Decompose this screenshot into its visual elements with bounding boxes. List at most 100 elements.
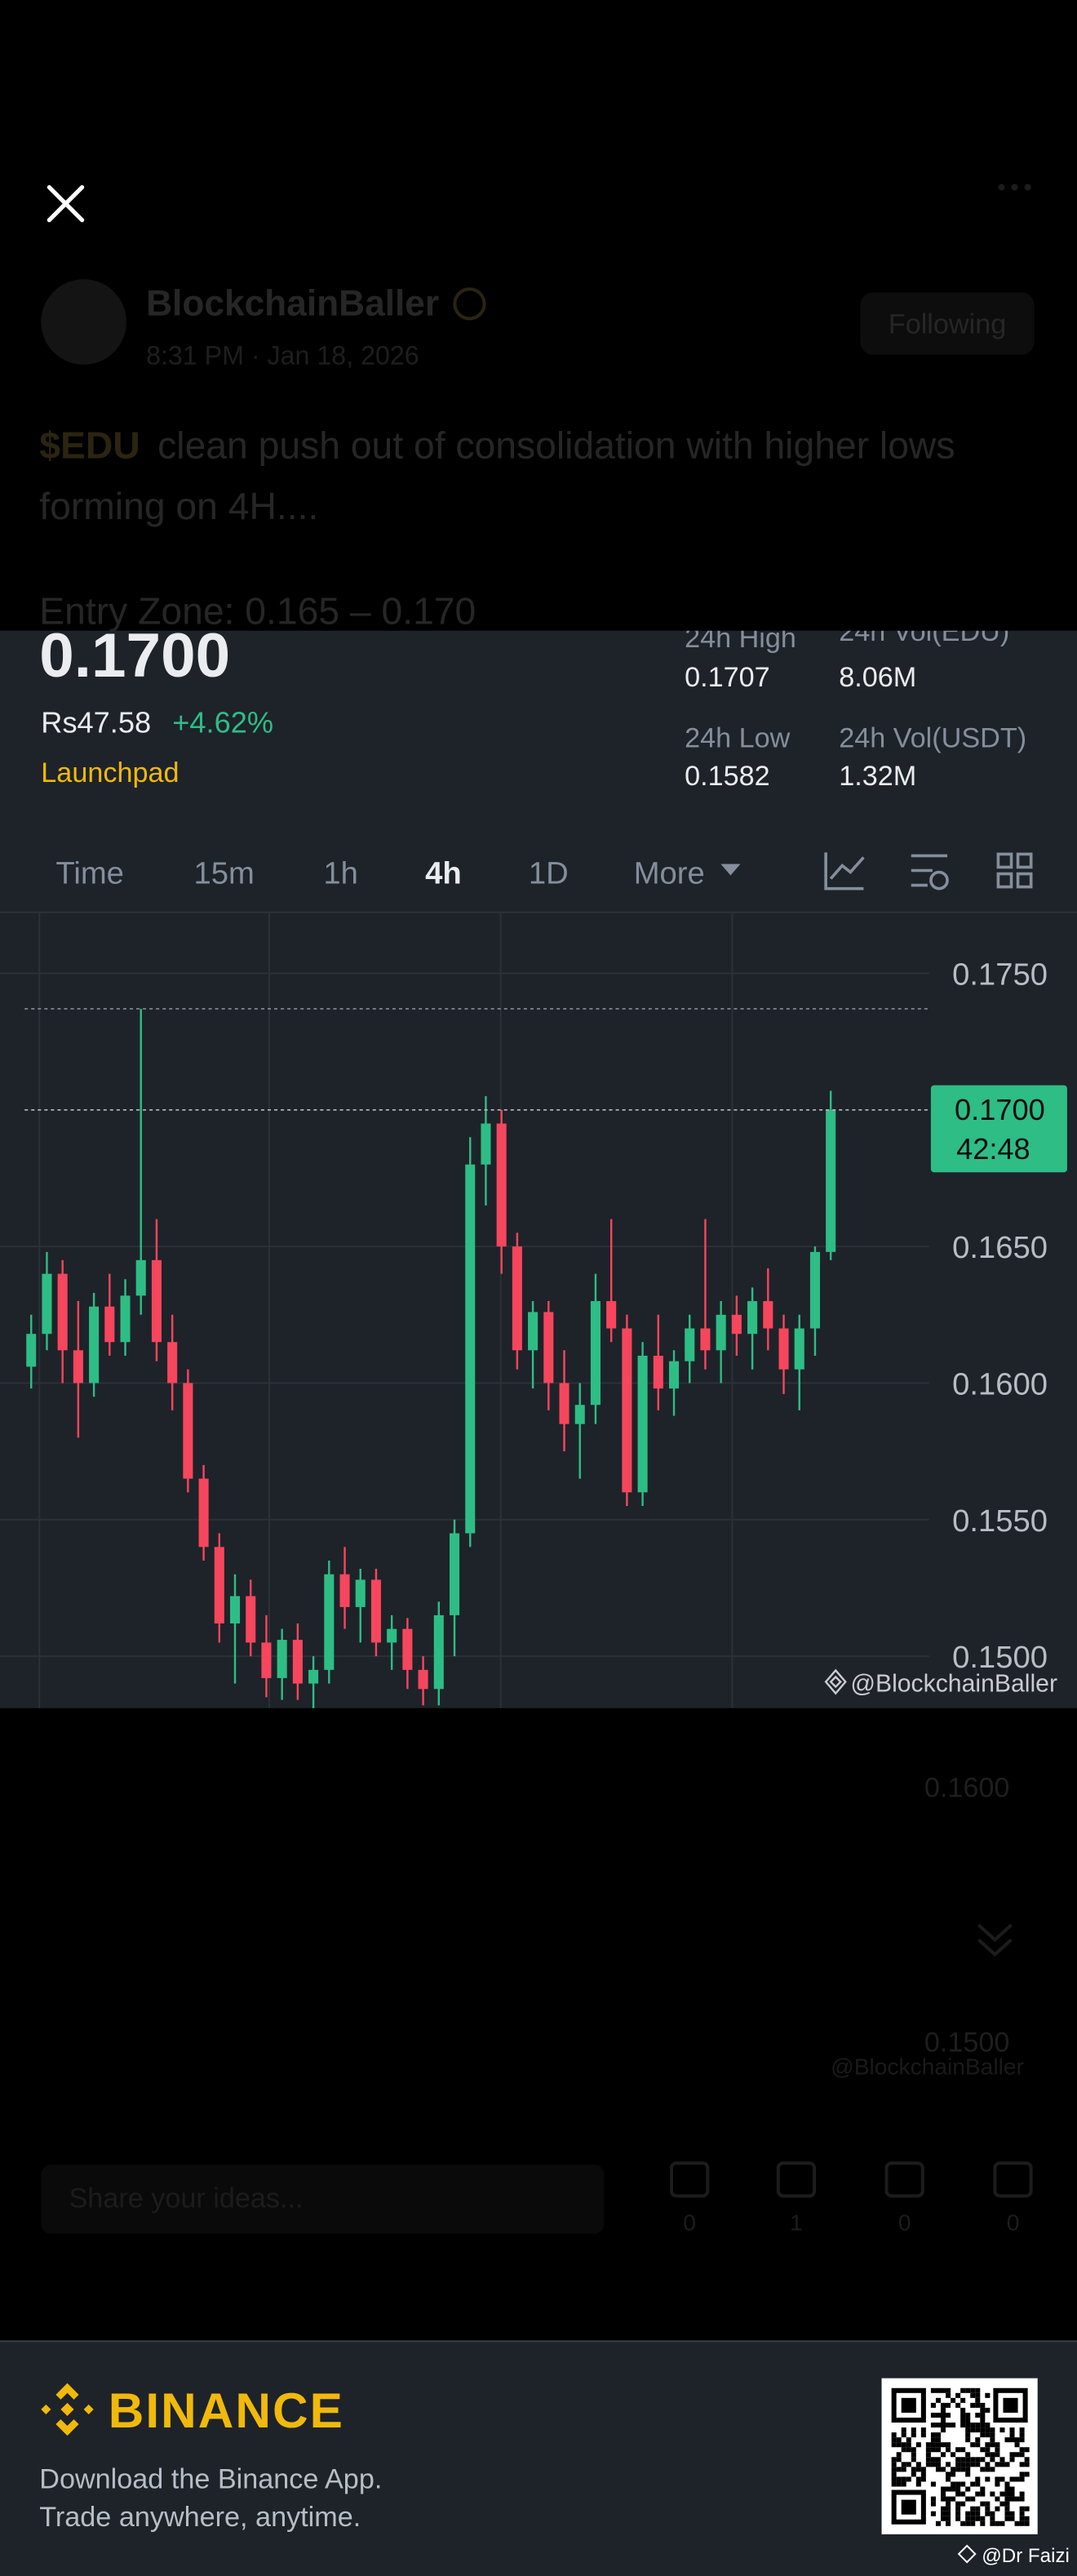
qr-module: [935, 2437, 941, 2443]
candle-body: [543, 1312, 554, 1383]
qr-module: [896, 2481, 902, 2487]
qr-module: [980, 2412, 986, 2418]
qr-module: [901, 2432, 906, 2438]
qr-module: [1019, 2516, 1025, 2521]
qr-module: [1024, 2457, 1030, 2463]
candle-body: [826, 1109, 836, 1252]
qr-module: [946, 2520, 951, 2526]
y-tick-label: 0.1750: [952, 957, 1048, 993]
qr-module: [946, 2516, 951, 2521]
qr-module: [985, 2407, 991, 2413]
qr-module: [995, 2447, 1000, 2453]
qr-module: [930, 2423, 936, 2428]
qr-module: [935, 2520, 941, 2526]
qr-module: [1009, 2491, 1015, 2497]
qr-module: [930, 2437, 936, 2443]
tab[interactable]: Time: [55, 856, 124, 891]
tab[interactable]: More: [634, 856, 705, 891]
qr-module: [891, 2432, 897, 2438]
qr-module: [930, 2511, 936, 2516]
qr-module: [901, 2467, 906, 2472]
bg-watermark: @BlockchainBaller: [831, 2053, 1024, 2079]
qr-module: [951, 2481, 956, 2487]
share-box[interactable]: [41, 2165, 605, 2234]
qr-module: [985, 2506, 991, 2512]
qr-module: [975, 2412, 981, 2418]
qr-module: [960, 2481, 966, 2487]
follow-label[interactable]: Following: [889, 309, 1006, 340]
watermark-icon: [824, 1668, 847, 1695]
indicator-icon[interactable]: [824, 852, 865, 890]
qr-module: [891, 2437, 897, 2443]
qr-module: [935, 2457, 941, 2463]
qr-module: [965, 2417, 971, 2423]
candle-body: [370, 1579, 381, 1643]
qr-module: [1014, 2437, 1020, 2443]
qr-module: [990, 2467, 995, 2472]
qr-module: [995, 2462, 1000, 2467]
qr-module: [935, 2412, 941, 2418]
qr-module: [896, 2457, 902, 2463]
qr-module: [980, 2402, 986, 2408]
share-placeholder[interactable]: Share your ideas...: [69, 2183, 304, 2214]
qr-module: [980, 2486, 986, 2492]
qr-module: [1009, 2437, 1015, 2443]
qr-module: [975, 2462, 981, 2467]
qr-module: [940, 2407, 946, 2413]
tab[interactable]: 1D: [529, 856, 569, 891]
post-ticker: $EDU: [39, 424, 140, 466]
qr-module: [955, 2462, 961, 2467]
qr-module: [980, 2407, 986, 2413]
qr-module: [1024, 2447, 1030, 2453]
qr-module: [970, 2462, 976, 2467]
qr-module: [960, 2397, 966, 2403]
candle-body: [496, 1123, 507, 1247]
qr-module: [925, 2452, 931, 2458]
qr-module: [946, 2472, 951, 2477]
action-icon[interactable]: [884, 2161, 924, 2198]
qr-module: [975, 2457, 981, 2463]
qr-module: [960, 2407, 966, 2413]
qr-module: [920, 2472, 926, 2477]
tab[interactable]: 1h: [323, 856, 358, 891]
qr-module: [891, 2442, 897, 2448]
candle-body: [26, 1334, 37, 1367]
qr-module: [985, 2432, 991, 2438]
layout-icon[interactable]: [996, 852, 1033, 889]
tabs: Time 15m 1h 4h 1D More: [55, 856, 741, 891]
qr-module: [985, 2442, 991, 2448]
qr-module: [891, 2467, 897, 2472]
settings-icon[interactable]: [911, 854, 949, 890]
candle-body: [685, 1328, 695, 1361]
candle-body: [512, 1246, 522, 1351]
candle-body: [763, 1301, 773, 1329]
qr-module: [901, 2447, 906, 2453]
action-count: 1: [790, 2210, 803, 2236]
qr-module: [975, 2387, 981, 2393]
stat-label: 24h Low: [685, 723, 791, 754]
qr-module: [970, 2402, 976, 2408]
qr-module: [920, 2432, 926, 2438]
qr-module: [970, 2387, 976, 2393]
action-icon[interactable]: [993, 2161, 1033, 2198]
y-tick-label: 0.1600: [952, 1367, 1048, 1402]
action-icon[interactable]: [669, 2161, 710, 2198]
qr-module: [990, 2442, 995, 2448]
qr-module: [1024, 2462, 1030, 2467]
action-icon[interactable]: [776, 2161, 817, 2198]
qr-module: [891, 2462, 897, 2467]
qr-module: [946, 2402, 951, 2408]
qr-module: [940, 2423, 946, 2428]
avatar: [41, 279, 126, 365]
tab[interactable]: 15m: [193, 856, 254, 891]
follow-button[interactable]: [860, 292, 1035, 355]
qr-module: [985, 2452, 991, 2458]
close-button[interactable]: [47, 184, 85, 223]
qr-finder: [901, 2499, 916, 2515]
qr-module: [965, 2457, 971, 2463]
qr-module: [940, 2452, 946, 2458]
dropdown-icon[interactable]: [720, 864, 741, 876]
tab[interactable]: 4h: [425, 856, 462, 891]
close-icon[interactable]: [47, 184, 85, 223]
candle-body: [246, 1596, 256, 1643]
